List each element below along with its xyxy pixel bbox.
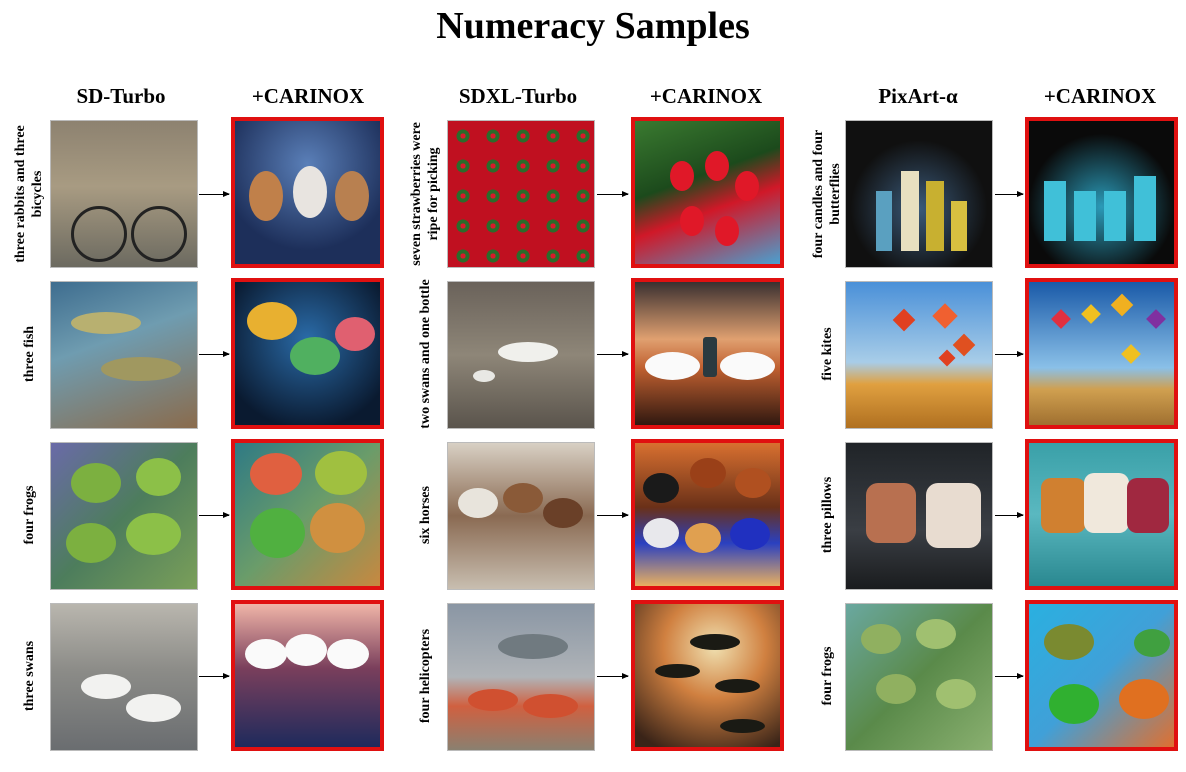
figure-title: Numeracy Samples [436, 5, 750, 47]
arrow [199, 191, 230, 197]
arrow [995, 191, 1024, 197]
arrow [995, 673, 1024, 679]
baseline-image [50, 603, 198, 751]
arrow [199, 351, 230, 357]
header-sdxl-turbo: SDXL-Turbo [458, 84, 578, 108]
carinox-image [1025, 117, 1178, 268]
baseline-image [447, 442, 595, 590]
prompt-label: three fish [21, 325, 37, 383]
arrow [597, 191, 629, 197]
header-sd-turbo: SD-Turbo [76, 84, 166, 108]
prompt-label: three rabbits and three bicycles [13, 125, 45, 263]
header-carinox-2: +CARINOX [649, 84, 763, 108]
carinox-image [631, 278, 784, 429]
header-carinox-3: +CARINOX [1043, 84, 1157, 108]
arrow [995, 351, 1024, 357]
carinox-image [631, 600, 784, 751]
carinox-image [231, 278, 384, 429]
prompt-label: two swans and one bottle [417, 279, 433, 429]
arrow [597, 351, 629, 357]
baseline-image [50, 442, 198, 590]
prompt-label: four frogs [21, 485, 37, 545]
baseline-image [845, 281, 993, 429]
carinox-image [231, 117, 384, 268]
carinox-image [1025, 439, 1178, 590]
carinox-image [231, 439, 384, 590]
arrow [995, 512, 1024, 518]
prompt-label: six horses [417, 486, 433, 544]
header-pixart-alpha: PixArt-α [878, 84, 958, 108]
carinox-image [1025, 278, 1178, 429]
baseline-image [447, 281, 595, 429]
baseline-image [845, 603, 993, 751]
prompt-label: four helicopters [417, 628, 433, 724]
baseline-image [50, 120, 198, 268]
arrow [199, 512, 230, 518]
baseline-image [447, 120, 595, 268]
carinox-image [631, 117, 784, 268]
carinox-image [631, 439, 784, 590]
carinox-image [231, 600, 384, 751]
prompt-label: five kites [819, 327, 835, 381]
baseline-image [447, 603, 595, 751]
arrow [199, 673, 230, 679]
arrow [597, 512, 629, 518]
baseline-image [50, 281, 198, 429]
baseline-image [845, 442, 993, 590]
prompt-label: three swans [21, 640, 37, 712]
header-carinox-1: +CARINOX [251, 84, 365, 108]
prompt-label: three pillows [819, 476, 835, 554]
prompt-label: four frogs [819, 646, 835, 706]
prompt-label: seven strawberries were ripe for picking [409, 122, 441, 266]
prompt-label: four candles and four butterflies [811, 129, 843, 259]
baseline-image [845, 120, 993, 268]
carinox-image [1025, 600, 1178, 751]
arrow [597, 673, 629, 679]
